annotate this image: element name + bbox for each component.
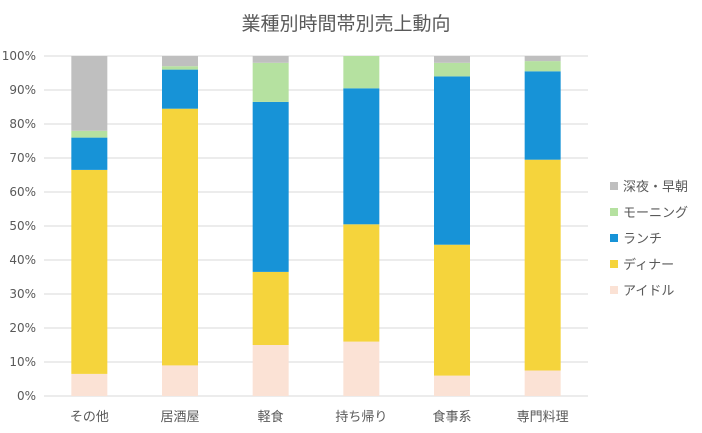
y-axis: 0% 10% 20% 30% 40% 50% 60% 70% 80% 90% 100% [2,49,36,403]
legend-swatch [610,208,618,216]
x-tick-label: 専門料理 [517,410,569,425]
x-tick-label: 軽食 [258,409,284,425]
bar-segment-3-1 [71,137,108,170]
bar-segment-1-5 [434,375,470,396]
y-tick-label: 10% [9,355,36,369]
bar-segment-1-1 [71,373,108,396]
y-tick-label: 0% [17,389,36,403]
x-axis: その他 居酒屋 軽食 持ち帰り 食事系 専門料理 [70,409,569,425]
x-tick-label: 居酒屋 [160,410,199,425]
legend-swatch [610,286,618,294]
y-tick-label: 20% [9,321,36,335]
bar-segment-4-1 [71,130,108,138]
bar-segment-4-2 [162,66,198,70]
bar-segment-5-3 [252,56,289,63]
bar-segment-3-3 [252,101,289,272]
legend-label: ディナー [623,257,674,273]
bar-segment-3-6 [524,71,561,160]
bar-segment-5-5 [434,56,470,63]
bar-segment-2-5 [434,244,470,376]
legend-label: 深夜・早朝 [623,180,688,195]
y-tick-label: 60% [9,185,36,199]
bar-segment-4-4 [343,56,380,89]
y-tick-label: 50% [9,219,36,233]
y-tick-label: 80% [9,117,36,131]
gridlines [44,55,588,397]
legend-label: ランチ [623,232,662,247]
bar-segment-1-3 [252,345,289,396]
legend-swatch [610,182,618,190]
legend-swatch [610,234,618,242]
x-tick-label: 食事系 [432,409,471,425]
bar-segment-1-4 [343,341,380,396]
bars [71,56,561,396]
y-tick-label: 40% [9,253,36,267]
bar-segment-4-5 [434,62,470,77]
bar-segment-2-6 [524,159,561,371]
x-tick-label: 持ち帰り [335,409,387,425]
bar-segment-2-3 [252,271,289,345]
bar-segment-2-2 [162,108,198,366]
bar-segment-3-5 [434,76,470,245]
x-tick-label: その他 [70,410,109,425]
y-tick-label: 90% [9,83,36,97]
y-tick-label: 100% [2,49,36,63]
bar-segment-5-2 [162,56,198,67]
legend-swatch [610,260,618,268]
legend-label: モーニング [623,206,688,221]
bar-segment-3-2 [162,69,198,109]
bar-segment-1-6 [524,370,561,396]
legend-label: アイドル [623,284,674,299]
y-tick-label: 70% [9,151,36,165]
bar-segment-3-4 [343,88,380,225]
bar-segment-2-4 [343,224,380,342]
bar-segment-4-6 [524,61,561,72]
bar-segment-5-1 [71,56,108,131]
bar-segment-2-1 [71,169,108,374]
bar-segment-1-2 [162,365,198,396]
bar-segment-4-3 [252,62,289,102]
y-tick-label: 30% [9,287,36,301]
chart-title: 業種別時間帯別売上動向 [241,13,450,35]
bar-segment-5-6 [524,56,561,62]
